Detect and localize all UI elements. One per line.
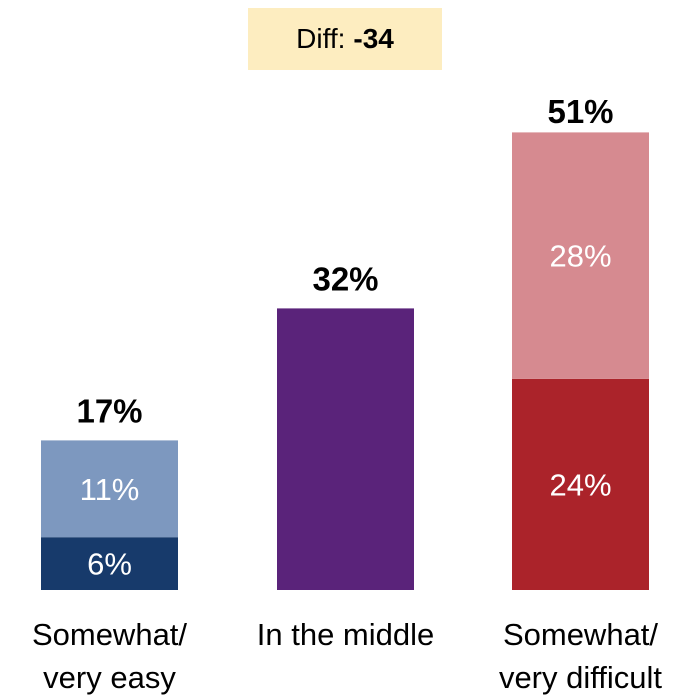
total-label-0: 17%: [76, 392, 142, 429]
category-label-0-0: Somewhat/: [32, 617, 187, 652]
category-label-2-0: Somewhat/: [503, 617, 658, 652]
segment-label-2-1: 28%: [549, 239, 611, 274]
total-label-2: 51%: [547, 93, 613, 130]
bar-segment-0-1: [41, 440, 178, 538]
category-label-2-1: very difficult: [499, 660, 662, 695]
bar-segment-2-0: [512, 378, 649, 590]
diff-value: -34: [353, 23, 394, 54]
diff-annotation: Diff: -34: [248, 8, 442, 70]
category-label-1-0: In the middle: [257, 617, 435, 652]
bar-segment-1-0: [277, 308, 414, 590]
diff-label: Diff:: [296, 23, 346, 54]
segment-label-0-0: 6%: [87, 547, 132, 582]
bar-segment-0-0: [41, 537, 178, 590]
category-label-0-1: very easy: [43, 660, 176, 695]
segment-label-0-1: 11%: [80, 472, 140, 507]
total-label-1: 32%: [312, 260, 378, 297]
bar-segment-2-1: [512, 132, 649, 379]
segment-label-2-0: 24%: [549, 467, 611, 502]
